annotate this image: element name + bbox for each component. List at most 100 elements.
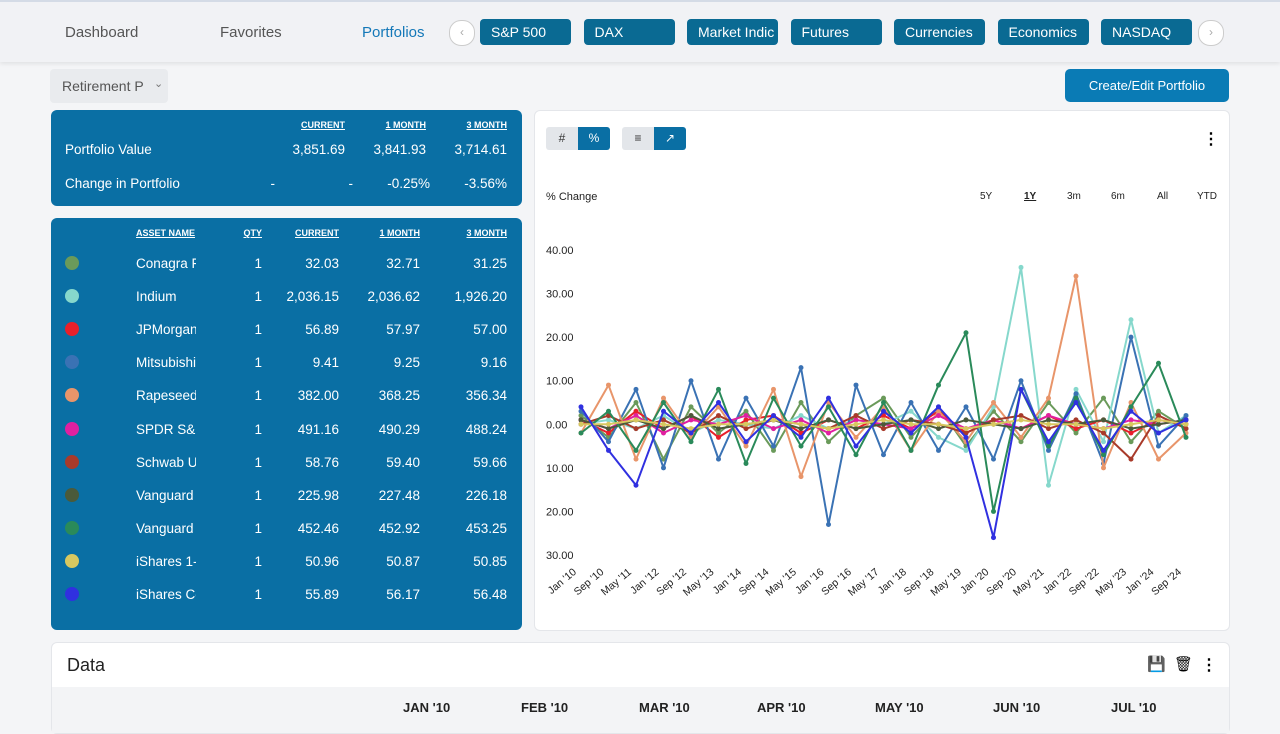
x-tick-label: Sep '24: [1149, 566, 1184, 598]
summary-value: -: [270, 176, 276, 191]
asset-value: 2,036.62: [367, 289, 420, 305]
top-nav: Dashboard Favorites Portfolios ‹ S&P 500 DAX M…: [0, 0, 1280, 62]
data-point: [853, 382, 859, 388]
market-chip[interactable]: DAX: [583, 19, 675, 45]
asset-value: 227.48: [378, 487, 420, 503]
data-point: [991, 508, 996, 514]
asset-name: Vanguard: [136, 487, 194, 503]
asset-value: 50.87: [386, 553, 420, 569]
data-point: [743, 408, 749, 414]
data-point: [716, 400, 721, 405]
data-point: [1128, 430, 1134, 436]
asset-value: 2,036.15: [286, 289, 339, 305]
asset-value: 31.25: [473, 256, 507, 271]
asset-value: 32.03: [305, 256, 339, 271]
asset-name: Schwab U: [136, 454, 196, 470]
market-chip[interactable]: Economics: [997, 19, 1089, 45]
create-edit-button[interactable]: Create/Edit Portfolio: [1065, 69, 1229, 102]
asset-name: Rapeseed: [136, 388, 196, 404]
data-point: [771, 447, 776, 453]
data-point: [1128, 417, 1134, 423]
asset-value: 1: [254, 520, 262, 536]
data-point: [771, 413, 776, 419]
scroll-left[interactable]: ‹: [449, 20, 475, 46]
data-point: [578, 417, 584, 423]
menu-icon[interactable]: ⋮: [1201, 657, 1217, 674]
data-point: [1156, 417, 1161, 423]
data-point: [578, 430, 584, 436]
range-button[interactable]: 6m: [1111, 191, 1125, 202]
data-point: [826, 522, 831, 527]
market-chip[interactable]: NASDAQ: [1101, 19, 1192, 45]
asset-name: Conagra F: [136, 256, 196, 271]
nav-tab[interactable]: Portfolios: [362, 24, 425, 41]
bar-view-button[interactable]: ≡: [622, 127, 654, 150]
asset-value: 56.48: [473, 587, 507, 602]
range-button[interactable]: 1Y: [1024, 191, 1037, 202]
asset-color-dot: [65, 553, 79, 568]
scroll-right[interactable]: ›: [1198, 20, 1224, 46]
mode-button[interactable]: %: [578, 127, 610, 150]
summary-value: -0.25%: [387, 176, 430, 191]
range-button[interactable]: 3m: [1067, 191, 1081, 202]
range-button[interactable]: YTD: [1197, 191, 1217, 202]
y-tick-label: 40.00: [546, 245, 574, 257]
mode-button[interactable]: #: [546, 127, 578, 150]
asset-name: Indium: [136, 289, 177, 305]
data-point: [936, 421, 941, 427]
market-chip[interactable]: Currencies: [894, 19, 985, 45]
data-point: [908, 447, 914, 453]
data-point: [1073, 426, 1079, 432]
asset-value: 1: [254, 454, 262, 470]
data-point: [743, 395, 749, 401]
data-point: [936, 413, 941, 419]
data-point: [963, 330, 969, 336]
data-point: [991, 400, 996, 405]
data-point: [1101, 452, 1106, 458]
range-button[interactable]: 5Y: [980, 191, 993, 202]
market-chip[interactable]: Futures: [790, 19, 882, 45]
asset-value: 1: [254, 587, 262, 602]
data-point: [1156, 360, 1161, 366]
data-point: [633, 386, 639, 392]
data-point: [633, 417, 639, 423]
line-view-button[interactable]: ↗: [654, 127, 686, 150]
data-point: [881, 417, 886, 423]
column-header: JUN '10: [993, 700, 1041, 715]
data-point: [771, 417, 776, 423]
data-point: [1073, 421, 1079, 427]
save-icon[interactable]: 💾: [1147, 656, 1166, 673]
column-header: JAN '10: [403, 700, 451, 715]
data-point: [661, 426, 666, 432]
data-point: [798, 443, 804, 449]
data-point: [606, 417, 611, 423]
market-chip[interactable]: S&P 500: [480, 19, 571, 45]
data-point: [661, 430, 666, 436]
asset-value: 57.97: [386, 322, 420, 338]
data-point: [1018, 434, 1024, 440]
range-button[interactable]: All: [1157, 191, 1169, 202]
data-point: [1073, 417, 1079, 423]
portfolio-select[interactable]: Retirement P ⌄: [50, 69, 168, 103]
menu-icon[interactable]: ⋮: [1203, 131, 1219, 148]
data-point: [606, 447, 611, 453]
data-point: [1046, 395, 1051, 401]
nav-tab[interactable]: Dashboard: [65, 24, 139, 41]
data-point: [991, 535, 996, 541]
data-point: [1156, 443, 1161, 449]
asset-value: 225.98: [297, 487, 339, 503]
data-point: [606, 421, 611, 427]
delete-icon[interactable]: 🗑: [1174, 656, 1194, 673]
asset-color-dot: [65, 355, 79, 370]
data-point: [1101, 417, 1106, 423]
data-point: [1073, 273, 1079, 279]
data-point: [578, 421, 584, 427]
data-point: [936, 404, 941, 410]
nav-tab[interactable]: Favorites: [220, 24, 282, 41]
summary-value: -: [348, 176, 354, 191]
market-chip[interactable]: Market Indic: [687, 19, 778, 45]
data-point: [1128, 439, 1134, 445]
summary-value: 3,714.61: [454, 142, 507, 157]
data-point: [633, 413, 639, 419]
data-point: [963, 447, 969, 453]
